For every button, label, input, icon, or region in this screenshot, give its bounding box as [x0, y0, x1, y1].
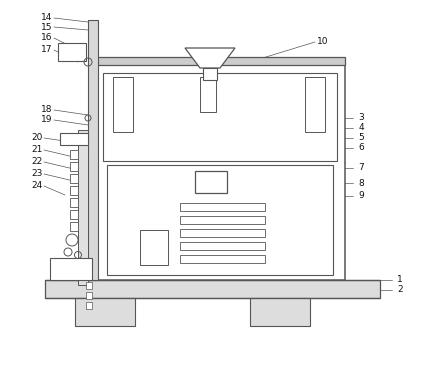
- Text: 19: 19: [41, 115, 53, 125]
- Bar: [107, 165, 333, 275]
- Bar: [95, 65, 345, 280]
- Bar: [180, 242, 265, 250]
- Bar: [58, 43, 86, 61]
- Text: 10: 10: [317, 38, 329, 46]
- Bar: [113, 77, 133, 132]
- Bar: [70, 174, 78, 183]
- Text: 17: 17: [41, 46, 53, 55]
- Text: 16: 16: [41, 34, 53, 43]
- Text: 1: 1: [397, 276, 403, 284]
- Text: 18: 18: [41, 106, 53, 115]
- Bar: [195, 171, 227, 193]
- Bar: [95, 57, 345, 65]
- Text: 24: 24: [31, 182, 43, 190]
- Bar: [70, 198, 78, 207]
- Bar: [103, 73, 337, 161]
- Bar: [75, 298, 135, 326]
- Text: 8: 8: [358, 178, 364, 187]
- Text: 3: 3: [358, 113, 364, 123]
- Text: 22: 22: [31, 158, 43, 166]
- Bar: [50, 258, 92, 280]
- Text: 21: 21: [31, 146, 43, 154]
- Bar: [203, 68, 217, 80]
- Text: 15: 15: [41, 22, 53, 31]
- Polygon shape: [185, 48, 235, 68]
- Bar: [180, 216, 265, 224]
- Bar: [70, 162, 78, 171]
- Bar: [305, 77, 325, 132]
- Bar: [70, 186, 78, 195]
- Bar: [200, 77, 216, 112]
- Bar: [86, 282, 92, 289]
- Bar: [70, 210, 78, 219]
- Bar: [140, 230, 168, 265]
- Bar: [70, 150, 78, 159]
- Bar: [60, 133, 88, 145]
- Bar: [86, 302, 92, 309]
- Bar: [86, 292, 92, 299]
- Text: 2: 2: [397, 286, 403, 295]
- Bar: [78, 130, 88, 285]
- Text: 9: 9: [358, 192, 364, 200]
- Text: 20: 20: [31, 134, 43, 142]
- Bar: [250, 298, 310, 326]
- Text: 13: 13: [317, 101, 329, 111]
- Bar: [180, 229, 265, 237]
- Bar: [180, 255, 265, 263]
- Bar: [70, 222, 78, 231]
- Text: 7: 7: [358, 163, 364, 173]
- Text: 5: 5: [358, 134, 364, 142]
- Text: 23: 23: [31, 170, 43, 178]
- Bar: [88, 20, 98, 280]
- Bar: [180, 203, 265, 211]
- Bar: [45, 280, 380, 298]
- Text: 6: 6: [358, 144, 364, 152]
- Text: 14: 14: [41, 14, 53, 22]
- Text: 12: 12: [317, 91, 329, 101]
- Text: 4: 4: [358, 123, 364, 132]
